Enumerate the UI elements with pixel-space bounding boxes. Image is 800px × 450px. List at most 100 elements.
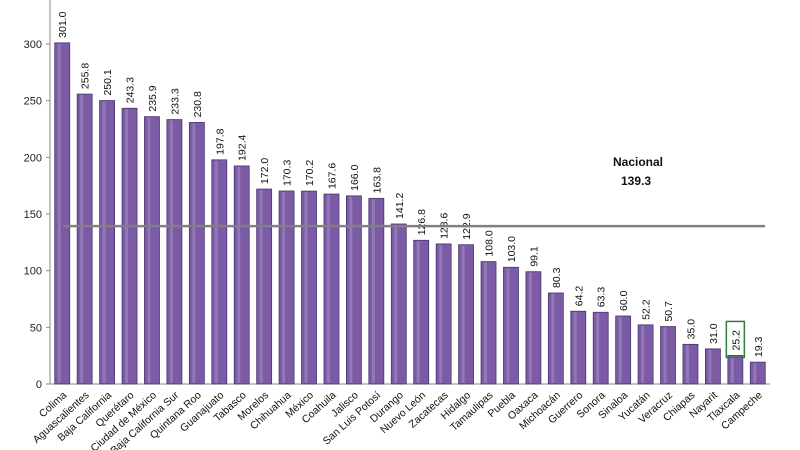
bar-shine <box>237 166 241 383</box>
bar <box>256 188 273 385</box>
bar-shine <box>326 195 330 383</box>
bar-shine <box>753 363 757 383</box>
bars <box>54 42 766 385</box>
value-label: 60.0 <box>618 290 630 311</box>
bar-shine <box>484 262 488 383</box>
bar-shine <box>551 293 555 383</box>
value-label: 25.2 <box>730 330 742 351</box>
bar-shine <box>663 327 667 383</box>
value-label: 170.3 <box>282 160 294 186</box>
bar-shine <box>282 191 286 383</box>
bar <box>278 190 295 385</box>
bar-shine <box>708 349 712 383</box>
value-label: 301.0 <box>57 11 69 37</box>
bar <box>615 315 632 385</box>
value-label: 141.2 <box>394 193 406 219</box>
bar-shine <box>528 272 532 383</box>
value-label: 192.4 <box>237 135 249 161</box>
bar <box>211 159 228 385</box>
bar <box>346 195 362 385</box>
bar <box>188 122 205 385</box>
bar <box>390 223 407 385</box>
bar-shine <box>349 196 353 383</box>
bar <box>144 116 160 385</box>
y-tick-label: 250 <box>24 96 42 108</box>
bar-shine <box>102 101 106 383</box>
bar <box>480 261 497 385</box>
bar-shine <box>506 268 510 383</box>
bar <box>368 197 385 385</box>
y-tick-label: 300 <box>24 39 42 51</box>
bar <box>435 243 452 385</box>
value-label: 170.2 <box>304 160 316 186</box>
bar <box>682 343 699 385</box>
value-label: 126.8 <box>416 209 428 235</box>
bar-shine <box>259 190 263 383</box>
value-label: 230.8 <box>192 91 204 117</box>
bar-shine <box>304 192 308 383</box>
bar <box>727 355 744 385</box>
value-label: 167.6 <box>326 163 338 189</box>
value-label: 103.0 <box>506 236 518 262</box>
bar-shine <box>394 224 398 383</box>
bar <box>525 271 542 385</box>
bar <box>660 326 676 385</box>
bar <box>503 266 519 385</box>
bar <box>637 324 654 385</box>
value-label: 172.0 <box>259 158 271 184</box>
value-label: 52.2 <box>641 299 653 320</box>
bar-shine <box>125 109 129 383</box>
value-label: 243.3 <box>125 77 137 103</box>
bar <box>570 310 587 385</box>
bar-shine <box>371 199 375 383</box>
bar-shine <box>685 345 689 383</box>
bar-shine <box>573 312 577 383</box>
reference-value: 139.3 <box>621 174 651 188</box>
bar <box>547 292 564 385</box>
bar-shine <box>192 123 196 383</box>
value-label: 80.3 <box>551 267 563 288</box>
bar <box>705 348 721 385</box>
bar <box>233 165 250 385</box>
bar-shine <box>439 244 443 383</box>
value-label: 19.3 <box>753 337 765 358</box>
y-tick-label: 0 <box>36 379 42 391</box>
value-label: 163.8 <box>371 167 383 193</box>
bar-shine <box>147 117 151 383</box>
value-label: 63.3 <box>596 287 608 308</box>
bar <box>166 119 183 385</box>
highlight-box <box>725 320 746 359</box>
value-label: 233.3 <box>169 88 181 114</box>
value-label: 31.0 <box>708 323 720 344</box>
bar-shine <box>214 160 218 383</box>
value-label: 64.2 <box>573 286 585 307</box>
reference-label: Nacional <box>613 155 663 169</box>
value-label: 255.8 <box>80 63 92 89</box>
value-label: 35.0 <box>685 319 697 340</box>
value-label: 235.9 <box>147 85 159 111</box>
value-label: 50.7 <box>663 301 675 322</box>
bar <box>749 361 766 385</box>
bar <box>54 42 71 385</box>
bar-shine <box>80 95 84 384</box>
value-labels: 301.0 255.8 250.1 243.3 235.9 233.3 230.8 197.8… <box>57 11 765 359</box>
value-label: 108.0 <box>484 230 496 256</box>
value-label: 99.1 <box>528 246 540 267</box>
bar <box>592 311 609 385</box>
value-label: 166.0 <box>349 164 361 190</box>
bar-shine <box>596 313 600 383</box>
bar-shine <box>730 356 734 383</box>
bar <box>301 190 317 385</box>
bar-shine <box>461 245 465 383</box>
bar-shine <box>618 317 622 383</box>
bar <box>76 93 93 385</box>
y-tick-label: 200 <box>24 152 42 164</box>
bar <box>413 239 430 385</box>
reference-line-group: Nacional 139.3 <box>63 155 765 228</box>
bar-shine <box>169 120 173 384</box>
bar <box>458 244 474 385</box>
bar-shine <box>57 43 61 383</box>
bar <box>323 193 340 385</box>
